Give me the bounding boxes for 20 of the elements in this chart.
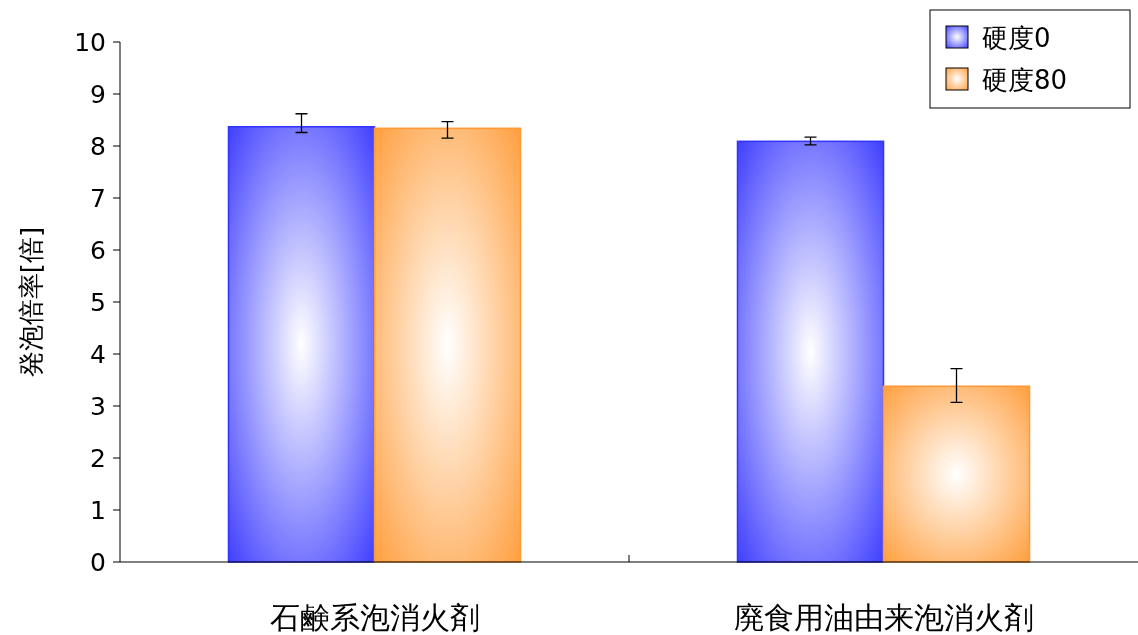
y-tick-label: 4 bbox=[90, 340, 106, 369]
y-tick-label: 8 bbox=[90, 132, 106, 161]
bar bbox=[227, 126, 376, 563]
legend-label: 硬度80 bbox=[982, 65, 1068, 95]
y-tick-label: 2 bbox=[90, 444, 106, 473]
y-tick-label: 10 bbox=[74, 28, 106, 57]
bar bbox=[882, 385, 1031, 563]
y-tick-label: 6 bbox=[90, 236, 106, 265]
y-axis-title: 発泡倍率[倍] bbox=[16, 226, 46, 378]
legend-label: 硬度0 bbox=[982, 23, 1051, 53]
y-tick-label: 0 bbox=[90, 548, 106, 577]
bar bbox=[736, 140, 885, 563]
x-tick-label: 廃食用油由来泡消火剤 bbox=[733, 600, 1034, 635]
x-tick-label: 石鹸系泡消火剤 bbox=[269, 600, 480, 635]
y-tick-label: 5 bbox=[90, 288, 106, 317]
y-tick-label: 3 bbox=[90, 392, 106, 421]
y-tick-label: 9 bbox=[90, 80, 106, 109]
y-tick-label: 7 bbox=[90, 184, 106, 213]
y-tick-label: 1 bbox=[90, 496, 106, 525]
bar bbox=[373, 127, 522, 563]
